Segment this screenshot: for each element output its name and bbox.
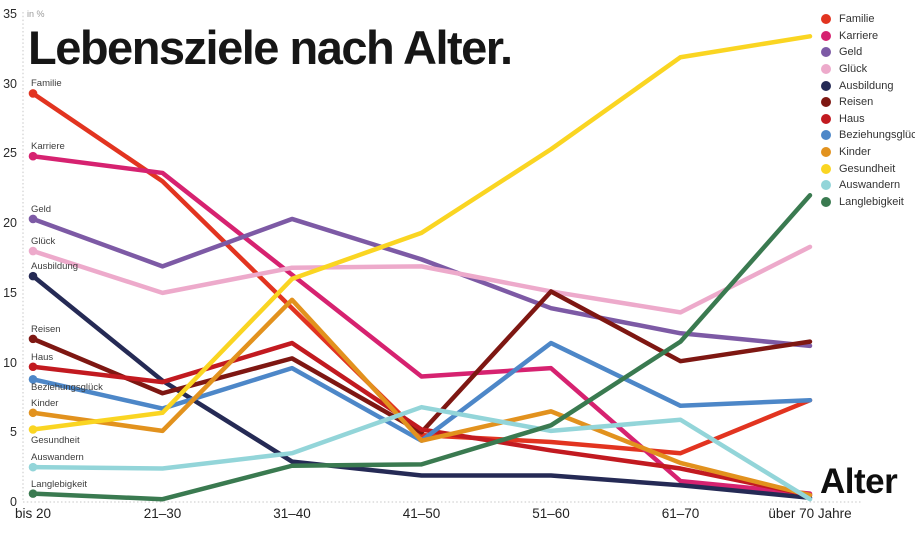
legend-dot	[821, 64, 831, 75]
series-start-point	[28, 375, 38, 384]
series-start-label: Beziehungsglück	[31, 382, 103, 394]
x-tick-label: 21–30	[143, 506, 182, 521]
legend-dot	[821, 113, 831, 124]
series-start-point	[28, 151, 38, 161]
legend-item-reisen: Reisen	[821, 94, 915, 111]
legend-label: Beziehungsglück	[839, 129, 915, 142]
legend-label: Gesundheit	[839, 162, 896, 175]
y-axis-unit-label: in %	[27, 9, 45, 19]
legend-dot	[821, 196, 831, 207]
legend-dot	[821, 47, 831, 58]
series-start-point	[28, 334, 38, 344]
series-start-point	[28, 246, 38, 256]
x-tick-label: bis 20	[14, 506, 52, 521]
legend-label: Geld	[839, 46, 863, 59]
legend: Familie Karriere Geld Glück Ausbildung Reisen…	[821, 11, 915, 210]
y-tick-label: 20	[3, 216, 17, 231]
y-tick-label: 15	[3, 285, 17, 300]
legend-dot	[821, 147, 831, 158]
x-tick-label: 51–60	[532, 506, 570, 521]
y-tick-label: 0	[10, 495, 17, 509]
x-tick-label: 31–40	[273, 506, 311, 521]
legend-item-haus: Haus	[821, 111, 915, 128]
series-start-label: Langlebigkeit	[31, 478, 87, 490]
series-start-label: Familie	[31, 78, 62, 90]
series-line-karriere	[30, 153, 813, 496]
x-tick-label: 41–50	[402, 506, 441, 521]
series-start-label: Haus	[31, 351, 54, 363]
legend-label: Karriere	[839, 29, 879, 42]
series-start-label: Reisen	[31, 323, 61, 335]
legend-label: Auswandern	[839, 179, 901, 192]
legend-item-geld: Geld	[821, 44, 915, 61]
legend-label: Kinder	[839, 146, 871, 159]
legend-item-karriere: Karriere	[821, 28, 915, 45]
legend-dot	[821, 163, 831, 174]
legend-label: Ausbildung	[839, 79, 894, 92]
legend-item-langlebigkeit: Langlebigkeit	[821, 194, 915, 211]
x-tick-label: über 70 Jahre	[768, 506, 852, 521]
legend-dot	[821, 14, 831, 25]
series-start-point	[28, 425, 38, 434]
y-tick-label: 25	[3, 146, 17, 161]
series-line-reisen	[30, 289, 813, 435]
legend-label: Glück	[839, 63, 868, 76]
series-start-point	[28, 462, 38, 472]
series-start-point	[28, 489, 38, 498]
series-start-label: Glück	[31, 236, 56, 248]
series-line-langlebigkeit	[30, 193, 813, 502]
x-axis-title: Alter	[820, 462, 898, 501]
legend-label: Familie	[839, 13, 875, 26]
legend-item-gesundheit: Gesundheit	[821, 160, 915, 177]
series-line-familie	[30, 91, 813, 456]
series-start-label: Auswandern	[31, 452, 84, 464]
legend-dot	[821, 30, 831, 41]
series-start-point	[28, 362, 38, 372]
legend-item-familie: Familie	[821, 11, 915, 28]
legend-label: Langlebigkeit	[839, 195, 904, 208]
series-line-glück	[30, 244, 813, 315]
legend-dot	[821, 97, 831, 108]
legend-item-ausbildung: Ausbildung	[821, 77, 915, 94]
series-start-label: Geld	[31, 203, 52, 215]
series-start-point	[28, 89, 38, 98]
series-start-label: Ausbildung	[31, 261, 79, 273]
legend-dot	[821, 180, 831, 191]
legend-item-glück: Glück	[821, 61, 915, 78]
series-line-kinder	[30, 297, 813, 498]
y-tick-label: 30	[3, 76, 17, 91]
legend-item-beziehungsglück: Beziehungsglück	[821, 127, 915, 144]
series-line-haus	[30, 340, 813, 498]
series-line-gesundheit	[30, 34, 813, 432]
legend-dot	[821, 130, 831, 141]
series-line-geld	[30, 216, 813, 349]
chart-title: Lebensziele nach Alter.	[28, 21, 513, 74]
x-tick-label: 61–70	[661, 506, 700, 521]
legend-item-auswandern: Auswandern	[821, 177, 915, 194]
series-start-point	[28, 271, 38, 281]
series-start-label: Karriere	[31, 141, 65, 153]
series-start-point	[28, 408, 38, 418]
series-start-label: Kinder	[31, 397, 59, 409]
series-start-point	[28, 214, 38, 224]
legend-item-kinder: Kinder	[821, 144, 915, 161]
legend-label: Haus	[839, 112, 865, 125]
legend-dot	[821, 80, 831, 91]
y-tick-label: 35	[3, 7, 17, 21]
y-tick-label: 10	[3, 355, 17, 370]
series-line-auswandern	[30, 404, 813, 502]
series-start-label: Gesundheit	[31, 435, 80, 447]
y-tick-label: 5	[10, 425, 17, 440]
legend-label: Reisen	[839, 96, 874, 109]
